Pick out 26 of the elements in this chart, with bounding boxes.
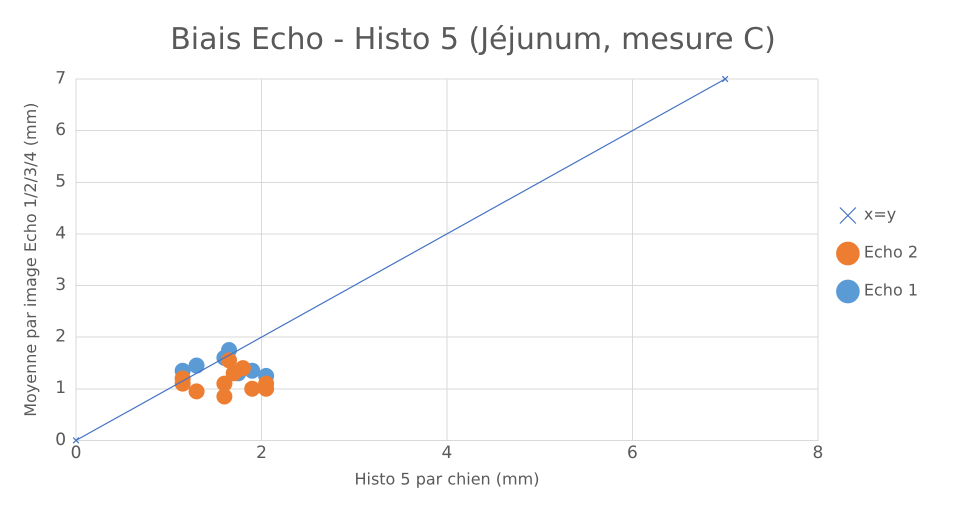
legend-label: Echo 1 — [864, 280, 918, 300]
x-tick-label: 8 — [812, 443, 824, 464]
x-tick-label: 4 — [442, 443, 452, 464]
point — [216, 376, 232, 392]
y-axis-title: Moyenne par image Echo 1/2/3/4 (mm) — [20, 102, 40, 417]
point — [216, 388, 232, 405]
y-tick-label: 6 — [55, 120, 66, 140]
y-tick-label: 3 — [55, 274, 66, 295]
point — [72, 436, 80, 444]
y-tick-label: 2 — [55, 326, 66, 347]
y-tick-label: 0 — [55, 430, 66, 450]
y-tick-label: 4 — [55, 223, 66, 244]
x-tick-label: 2 — [256, 443, 267, 464]
y-tick-label: 5 — [55, 172, 66, 192]
x-axis-title: Histo 5 par chien (mm) — [354, 470, 540, 489]
point — [188, 358, 205, 374]
y-tick-label: 1 — [55, 378, 66, 398]
legend-label: x=y — [864, 204, 896, 224]
point — [722, 76, 729, 82]
point — [244, 380, 260, 397]
x-tick-label: 0 — [70, 443, 82, 464]
y-tick-label: 7 — [55, 68, 66, 88]
legend-label: Echo 2 — [864, 242, 918, 262]
x-tick-label: 6 — [627, 443, 638, 464]
chart-title: Biais Echo - Histo 5 (Jéjunum, mesure C) — [170, 22, 776, 57]
point — [188, 383, 205, 400]
